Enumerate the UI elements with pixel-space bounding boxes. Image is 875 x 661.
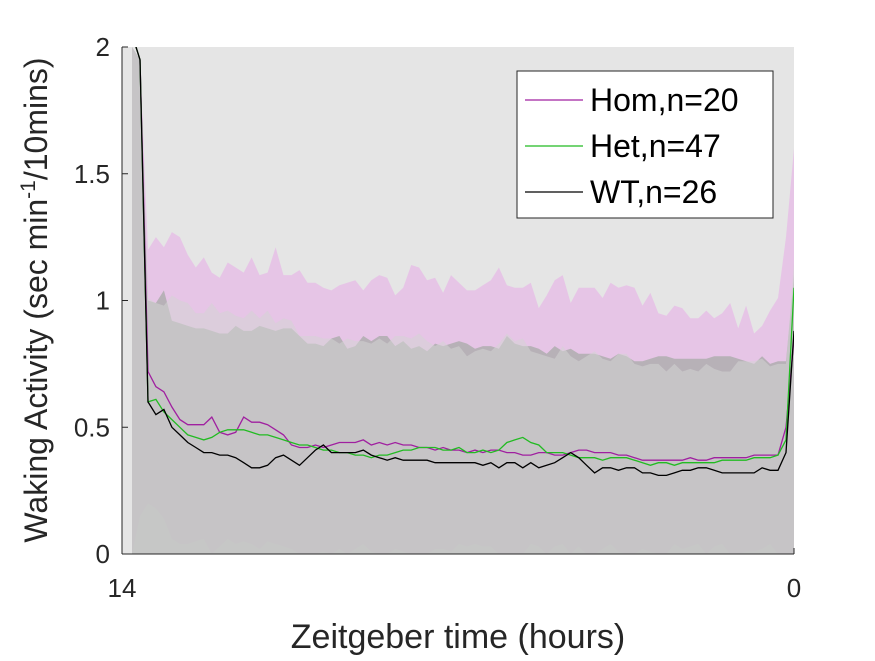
- legend-label-wt: WT,n=26: [590, 174, 717, 210]
- y-tick-labels: 0 0.5 1 1.5 2: [74, 32, 110, 569]
- series-line-hom: [135, 47, 794, 461]
- y-axis-label-superscript: -1: [17, 180, 40, 199]
- y-axis-label-tail: /10mins): [18, 57, 54, 180]
- y-tick-label: 1.5: [74, 159, 110, 189]
- legend: Hom,n=20 Het,n=47 WT,n=26: [516, 70, 774, 219]
- series-lines: [135, 47, 794, 477]
- y-axis-label-main: Waking Activity (sec min: [18, 199, 54, 543]
- y-tick-label: 0: [96, 539, 110, 569]
- legend-label-het: Het,n=47: [590, 128, 721, 164]
- x-axis-label: Zeitgeber time (hours): [291, 618, 625, 656]
- x-tick-label-14: 14: [108, 573, 137, 603]
- legend-box: [516, 70, 774, 219]
- confidence-bands: [132, 47, 794, 554]
- x-tick-label-0: 0: [787, 573, 801, 603]
- series-line-wt: [135, 47, 794, 477]
- y-axis-label: Waking Activity (sec min-1/10mins): [17, 57, 54, 542]
- y-tick-label: 1: [96, 286, 110, 316]
- series-line-het: [135, 47, 794, 466]
- legend-items: Hom,n=20 Het,n=47 WT,n=26: [525, 82, 739, 210]
- band-het: [132, 47, 794, 554]
- legend-label-hom: Hom,n=20: [590, 82, 739, 118]
- axes: [121, 46, 795, 555]
- y-tick-label: 0.5: [74, 412, 110, 442]
- y-tick-label: 2: [96, 32, 110, 62]
